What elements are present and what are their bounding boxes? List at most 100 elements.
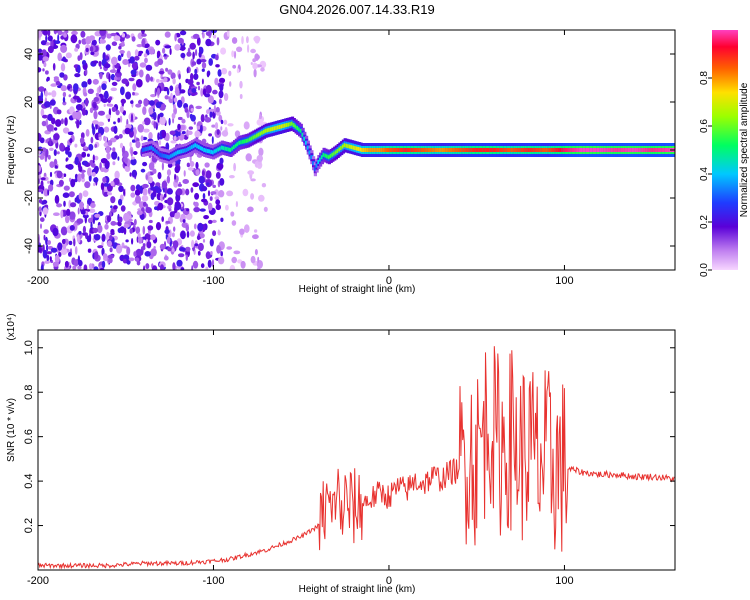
trace-core: [259, 131, 263, 136]
trace-core: [255, 133, 260, 138]
spectrogram-noise-blob: [38, 165, 42, 173]
spectrogram-noise-blob: [40, 180, 44, 188]
spectrogram-noise-blob: [143, 98, 149, 107]
spectrogram-noise-blob: [54, 165, 58, 169]
spectrogram-noise-blob: [46, 254, 50, 261]
spectrogram-noise-blob: [220, 47, 227, 55]
spectrogram-noise-blob: [170, 92, 173, 100]
spectrogram-noise-blob: [208, 133, 213, 137]
trace-core: [264, 128, 268, 133]
spectrogram-noise-blob: [60, 85, 67, 92]
spectrogram-noise-blob: [130, 184, 136, 192]
trace-core: [547, 148, 551, 152]
spectrogram-noise-blob: [89, 35, 95, 41]
trace-core: [373, 148, 377, 152]
spectrogram-noise-blob: [236, 46, 243, 53]
spectrogram-noise-blob: [139, 62, 147, 68]
spectrogram-noise-blob: [217, 229, 220, 236]
spectrogram-noise-blob: [104, 90, 109, 100]
spectrogram-noise-blob: [159, 193, 164, 202]
spectrogram-noise-blob: [80, 30, 86, 38]
trace-core: [564, 148, 568, 152]
spectrogram-noise-blob: [158, 140, 162, 146]
snr-ticks: -200 -100 0 100 0.2 0.4 0.6 0.8 1.0: [23, 330, 675, 587]
chart-title: GN04.2026.007.14.33.R19: [279, 2, 434, 17]
spectrogram-noise-blob: [164, 229, 170, 235]
spectrogram-noise-blob: [93, 110, 98, 120]
trace-core: [608, 148, 612, 152]
spectrogram-noise-blob: [87, 167, 92, 177]
trace-core: [570, 148, 574, 152]
spectrogram-noise-blob: [47, 180, 51, 184]
spectrogram-noise-blob: [250, 255, 256, 264]
spectrogram-noise-blob: [148, 162, 155, 171]
trace-core: [627, 148, 632, 152]
spectrogram-noise-blob: [72, 265, 77, 270]
spectrogram-noise-blob: [49, 147, 54, 151]
spectrogram-noise-blob: [186, 67, 189, 74]
spectrogram-noise-blob: [76, 218, 84, 225]
spectrogram-noise-blob: [221, 130, 229, 137]
spectrogram-noise-blob: [111, 41, 118, 46]
trace-core: [531, 148, 535, 152]
trace-core: [384, 148, 388, 152]
spectrogram-noise-blob: [137, 236, 143, 244]
spectrogram-noise-blob: [209, 238, 214, 247]
spectrogram-noise-blob: [129, 141, 132, 148]
spectrogram-noise-blob: [131, 238, 134, 245]
spectrogram-noise-blob: [142, 106, 147, 116]
trace-core: [401, 148, 405, 152]
spectrogram-noise-blob: [64, 117, 68, 126]
trace-core: [580, 148, 584, 152]
trace-core: [392, 148, 396, 152]
trace-core: [492, 148, 496, 152]
spectrogram-noise-blob: [204, 117, 212, 123]
spectrogram-noise-blob: [198, 51, 202, 58]
trace-core: [599, 148, 603, 152]
spectrogram-noise-blob: [159, 243, 166, 250]
spectrogram-noise-blob: [189, 113, 193, 120]
spectrogram-noise-blob: [233, 162, 237, 172]
spectrogram-noise-blob: [168, 117, 171, 126]
spectrogram-noise-blob: [201, 78, 204, 85]
trace-core: [324, 153, 328, 158]
spectrogram-noise-blob: [164, 31, 171, 38]
spectrogram-noise-blob: [161, 180, 168, 189]
spectrogram-noise-blob: [175, 211, 181, 218]
trace-core: [508, 148, 512, 152]
trace-core: [229, 148, 233, 152]
spectrogram-noise-blob: [138, 99, 143, 105]
spectrogram-noise-blob: [123, 245, 128, 249]
spectrogram-noise-blob: [70, 178, 76, 188]
spectrogram-noise-blob: [171, 232, 175, 238]
spectrogram-noise-blob: [226, 30, 230, 37]
spectrogram-noise-blob: [122, 258, 127, 264]
spectrogram-noise-blob: [75, 104, 83, 111]
spectrogram-noise-blob: [90, 51, 95, 56]
spectrogram-noise-blob: [86, 204, 90, 210]
spectrogram-noise-blob: [109, 69, 117, 73]
spectrogram-noise-blob: [63, 173, 67, 177]
trace-core: [568, 148, 572, 152]
spectrogram-noise-blob: [40, 217, 45, 223]
spectrogram-noise-blob: [38, 86, 45, 92]
trace-core: [663, 148, 667, 152]
spectrogram-noise-blob: [120, 86, 125, 96]
spectrogram-noise-blob: [56, 151, 60, 155]
spectrogram-noise-blob: [258, 194, 265, 202]
spectrogram-noise-blob: [121, 99, 125, 108]
spectrogram-noise-blob: [130, 100, 134, 104]
spectrogram-noise-blob: [155, 222, 162, 231]
spectrogram-noise-blob: [117, 77, 122, 81]
spectrogram-noise-blob: [221, 67, 228, 75]
spectrogram-noise-blob: [166, 197, 174, 206]
spectrogram-noise-blob: [177, 183, 182, 187]
spectrogram-noise-blob: [135, 195, 141, 204]
trace-core: [424, 148, 428, 152]
spectrogram-noise-blob: [190, 73, 194, 81]
spectrogram-noise-blob: [46, 78, 49, 82]
spectrogram-noise-blob: [193, 121, 196, 125]
spectrogram-noise-blob: [91, 171, 96, 177]
trace-core: [615, 148, 619, 152]
trace-core: [538, 148, 542, 152]
